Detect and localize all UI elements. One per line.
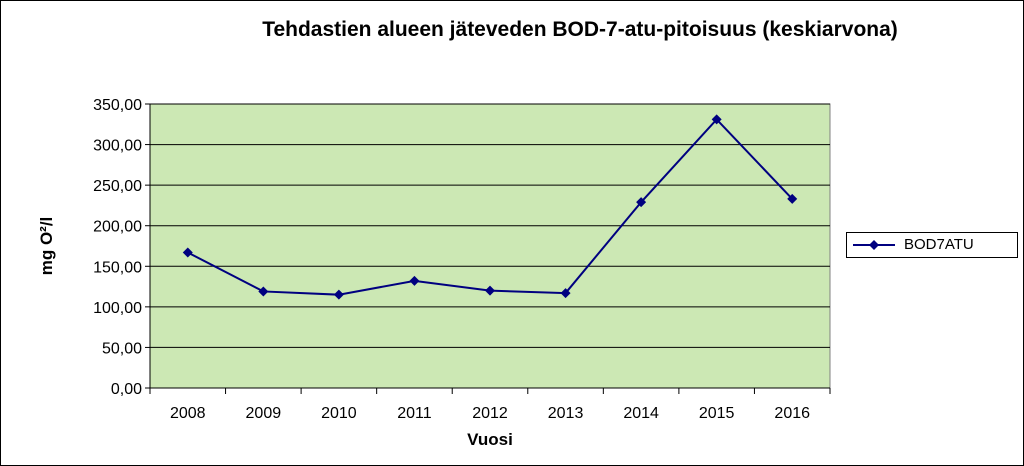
x-tick-label: 2008: [170, 405, 206, 422]
x-axis-title: Vuosi: [467, 430, 513, 449]
y-tick-label: 100,00: [93, 300, 142, 317]
y-tick-label: 350,00: [93, 97, 142, 114]
x-tick-label: 2012: [472, 405, 508, 422]
x-tick-label: 2010: [321, 405, 357, 422]
legend-marker: [853, 240, 895, 250]
data-point: [258, 286, 269, 297]
x-tick-label: 2009: [246, 405, 282, 422]
data-point: [485, 285, 495, 296]
chart-title: Tehdastien alueen jäteveden BOD-7-atu-pi…: [262, 18, 898, 41]
data-point: [333, 289, 344, 300]
x-tick-label: 2015: [699, 405, 735, 422]
data-point: [787, 193, 798, 204]
x-tick-label: 2014: [623, 405, 659, 422]
data-point: [409, 275, 420, 286]
y-tick-label: 250,00: [93, 178, 142, 195]
plot-area: [149, 103, 831, 389]
data-point: [560, 288, 571, 299]
y-axis-title: mg O²/l: [37, 217, 56, 276]
y-tick-label: 150,00: [93, 259, 142, 276]
data-point: [636, 197, 647, 208]
y-tick-label: 50,00: [102, 340, 142, 357]
y-tick-label: 0,00: [111, 381, 142, 398]
x-tick-label: 2016: [774, 405, 810, 422]
y-tick-label: 200,00: [93, 219, 142, 236]
x-tick-label: 2013: [548, 405, 584, 422]
legend: BOD7ATU: [846, 232, 1018, 258]
data-point: [711, 114, 722, 125]
legend-label: BOD7ATU: [904, 236, 974, 253]
x-tick-label: 2011: [397, 405, 432, 422]
data-point: [182, 247, 193, 258]
y-tick-label: 300,00: [93, 138, 142, 155]
